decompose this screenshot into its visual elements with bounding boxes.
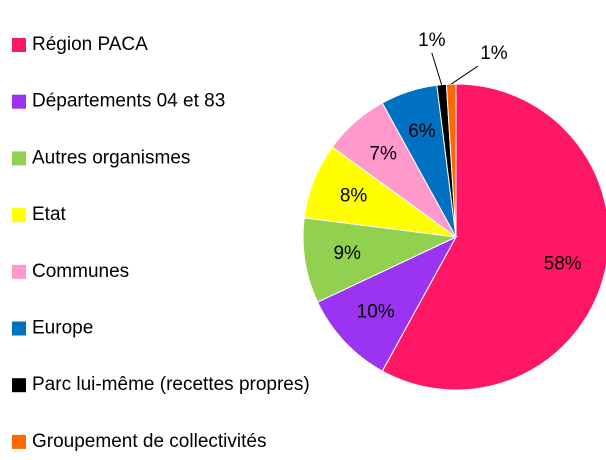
- leader-line: [450, 65, 479, 85]
- legend-label: Groupement de collectivités: [32, 431, 266, 452]
- pie-slice: [302, 217, 458, 303]
- data-label: 6%: [408, 121, 436, 142]
- legend-swatch: [12, 94, 26, 109]
- data-label: 7%: [369, 143, 397, 164]
- legend-swatch: [12, 378, 26, 393]
- data-label: 58%: [544, 253, 582, 274]
- pie-slice: [445, 83, 457, 238]
- legend-swatch: [12, 38, 26, 52]
- legend-swatch: [12, 434, 26, 449]
- legend-label: Autres organismes: [32, 147, 190, 168]
- data-label: 9%: [333, 243, 361, 264]
- pie-slice: [381, 83, 606, 391]
- legend-swatch: [12, 208, 26, 223]
- pie-slice: [316, 235, 458, 372]
- data-label: 8%: [340, 185, 368, 206]
- legend-swatch: [12, 321, 26, 336]
- data-label: 10%: [357, 301, 395, 322]
- legend-label: Parc lui-même (recettes propres): [32, 374, 310, 395]
- legend-label: Etat: [32, 204, 67, 225]
- data-label: 1%: [480, 43, 508, 64]
- legend-swatch: [12, 264, 26, 279]
- legend-label: Europe: [32, 318, 93, 339]
- data-label: 1%: [418, 30, 446, 51]
- legend-label: Départements 04 et 83: [32, 91, 225, 112]
- leader-line: [431, 52, 443, 85]
- legend-label: Communes: [32, 261, 129, 282]
- legend-label: Région PACA: [32, 34, 148, 55]
- legend-swatch: [12, 151, 26, 166]
